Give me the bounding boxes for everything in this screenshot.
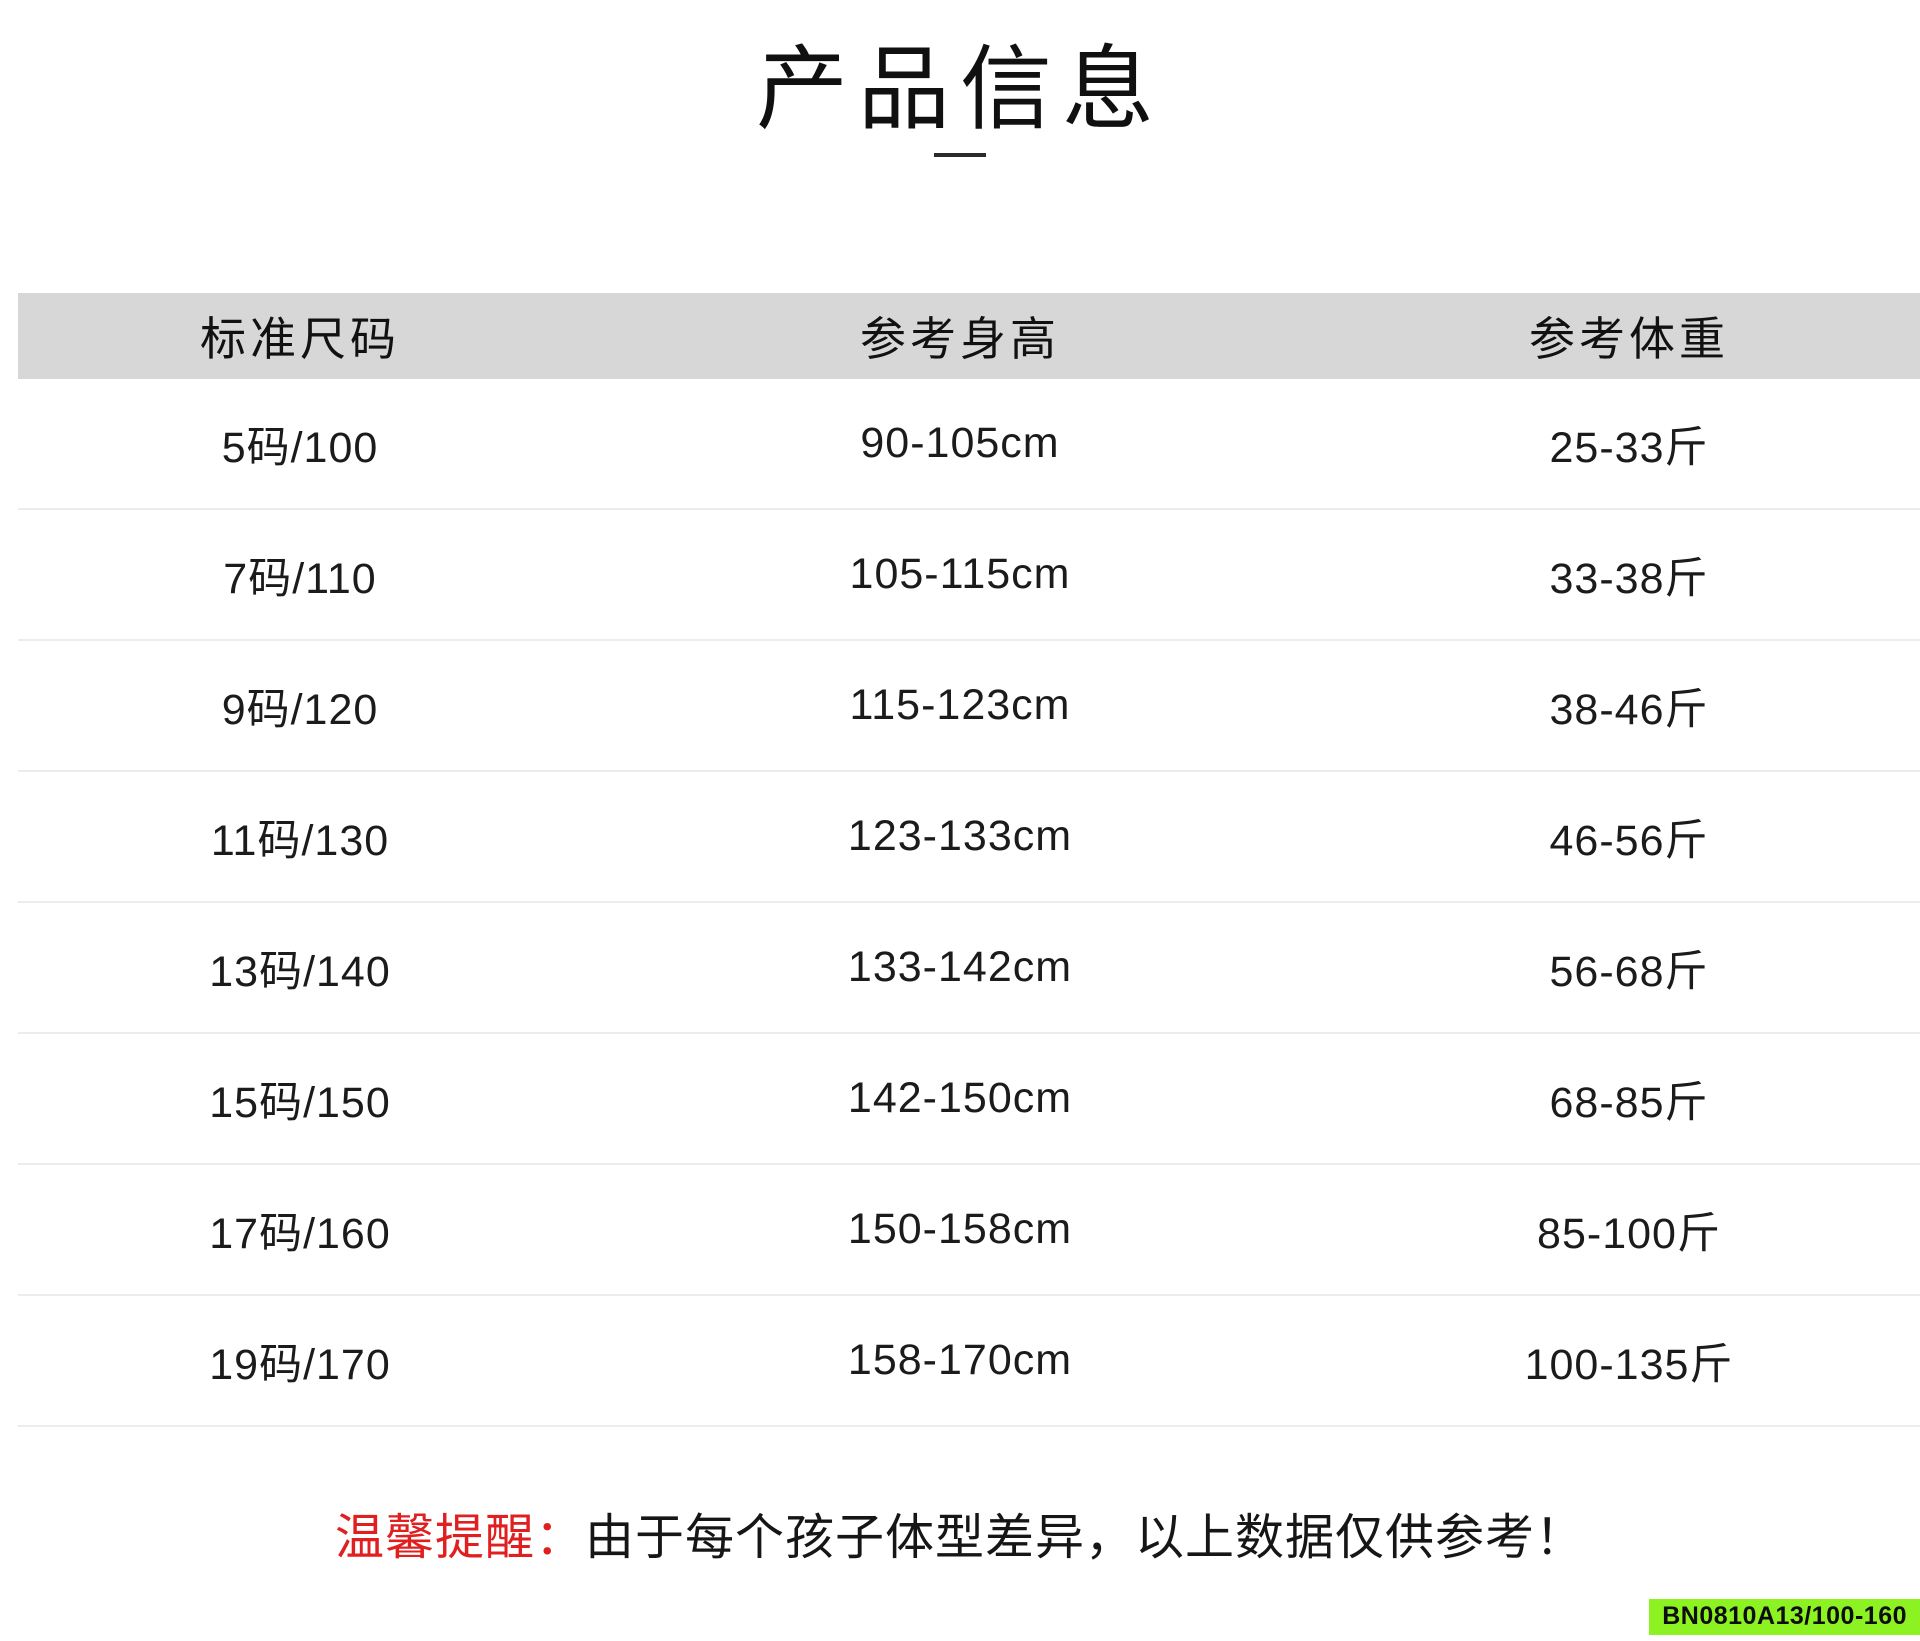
table-row: 9码/120 115-123cm 38-46斤 bbox=[18, 641, 1920, 772]
table-header-row: 标准尺码 参考身高 参考体重 bbox=[18, 293, 1920, 379]
product-code-badge: BN0810A13/100-160 bbox=[1649, 1599, 1920, 1635]
cell-weight: 56-68斤 bbox=[1549, 947, 1709, 996]
cell-height: 105-115cm bbox=[849, 550, 1071, 598]
cell-height: 115-123cm bbox=[849, 681, 1071, 729]
cell-size: 5码/100 bbox=[221, 423, 379, 472]
cell-height: 158-170cm bbox=[847, 1336, 1073, 1384]
column-header-size: 标准尺码 bbox=[200, 313, 400, 365]
cell-weight: 100-135斤 bbox=[1524, 1340, 1734, 1389]
title-underline-rule bbox=[934, 152, 986, 157]
cell-weight: 38-46斤 bbox=[1549, 685, 1709, 734]
footer-note-text: 由于每个孩子体型差异，以上数据仅供参考！ bbox=[585, 1511, 1586, 1565]
column-header-height: 参考身高 bbox=[860, 313, 1060, 365]
table-row: 17码/160 150-158cm 85-100斤 bbox=[18, 1165, 1920, 1296]
cell-size: 9码/120 bbox=[221, 685, 379, 734]
cell-size: 17码/160 bbox=[209, 1209, 391, 1258]
cell-height: 123-133cm bbox=[847, 812, 1073, 860]
table-row: 5码/100 90-105cm 25-33斤 bbox=[18, 379, 1920, 510]
cell-size: 15码/150 bbox=[209, 1078, 391, 1127]
cell-weight: 33-38斤 bbox=[1549, 554, 1709, 603]
cell-weight: 85-100斤 bbox=[1537, 1209, 1721, 1258]
size-chart-table: 标准尺码 参考身高 参考体重 5码/100 90-105cm 25-33斤 7码… bbox=[18, 293, 1920, 1427]
cell-height: 150-158cm bbox=[847, 1205, 1073, 1253]
table-row: 19码/170 158-170cm 100-135斤 bbox=[18, 1296, 1920, 1427]
cell-weight: 25-33斤 bbox=[1549, 423, 1709, 472]
table-row: 11码/130 123-133cm 46-56斤 bbox=[18, 772, 1920, 903]
table-row: 7码/110 105-115cm 33-38斤 bbox=[18, 510, 1920, 641]
table-row: 15码/150 142-150cm 68-85斤 bbox=[18, 1034, 1920, 1165]
footer-note: 温馨提醒：由于每个孩子体型差异，以上数据仅供参考！ bbox=[0, 1498, 1920, 1569]
cell-size: 13码/140 bbox=[209, 947, 391, 996]
cell-weight: 46-56斤 bbox=[1549, 816, 1709, 865]
cell-size: 11码/130 bbox=[210, 816, 390, 865]
table-row: 13码/140 133-142cm 56-68斤 bbox=[18, 903, 1920, 1034]
title-block: 产品信息 bbox=[0, 42, 1920, 157]
cell-height: 142-150cm bbox=[847, 1074, 1073, 1122]
footer-note-label: 温馨提醒： bbox=[334, 1511, 585, 1565]
column-header-weight: 参考体重 bbox=[1529, 313, 1729, 365]
cell-size: 7码/110 bbox=[223, 554, 377, 603]
cell-height: 90-105cm bbox=[860, 419, 1060, 467]
page-title: 产品信息 bbox=[755, 39, 1164, 141]
cell-weight: 68-85斤 bbox=[1549, 1078, 1709, 1127]
cell-size: 19码/170 bbox=[209, 1340, 391, 1389]
cell-height: 133-142cm bbox=[847, 943, 1073, 991]
